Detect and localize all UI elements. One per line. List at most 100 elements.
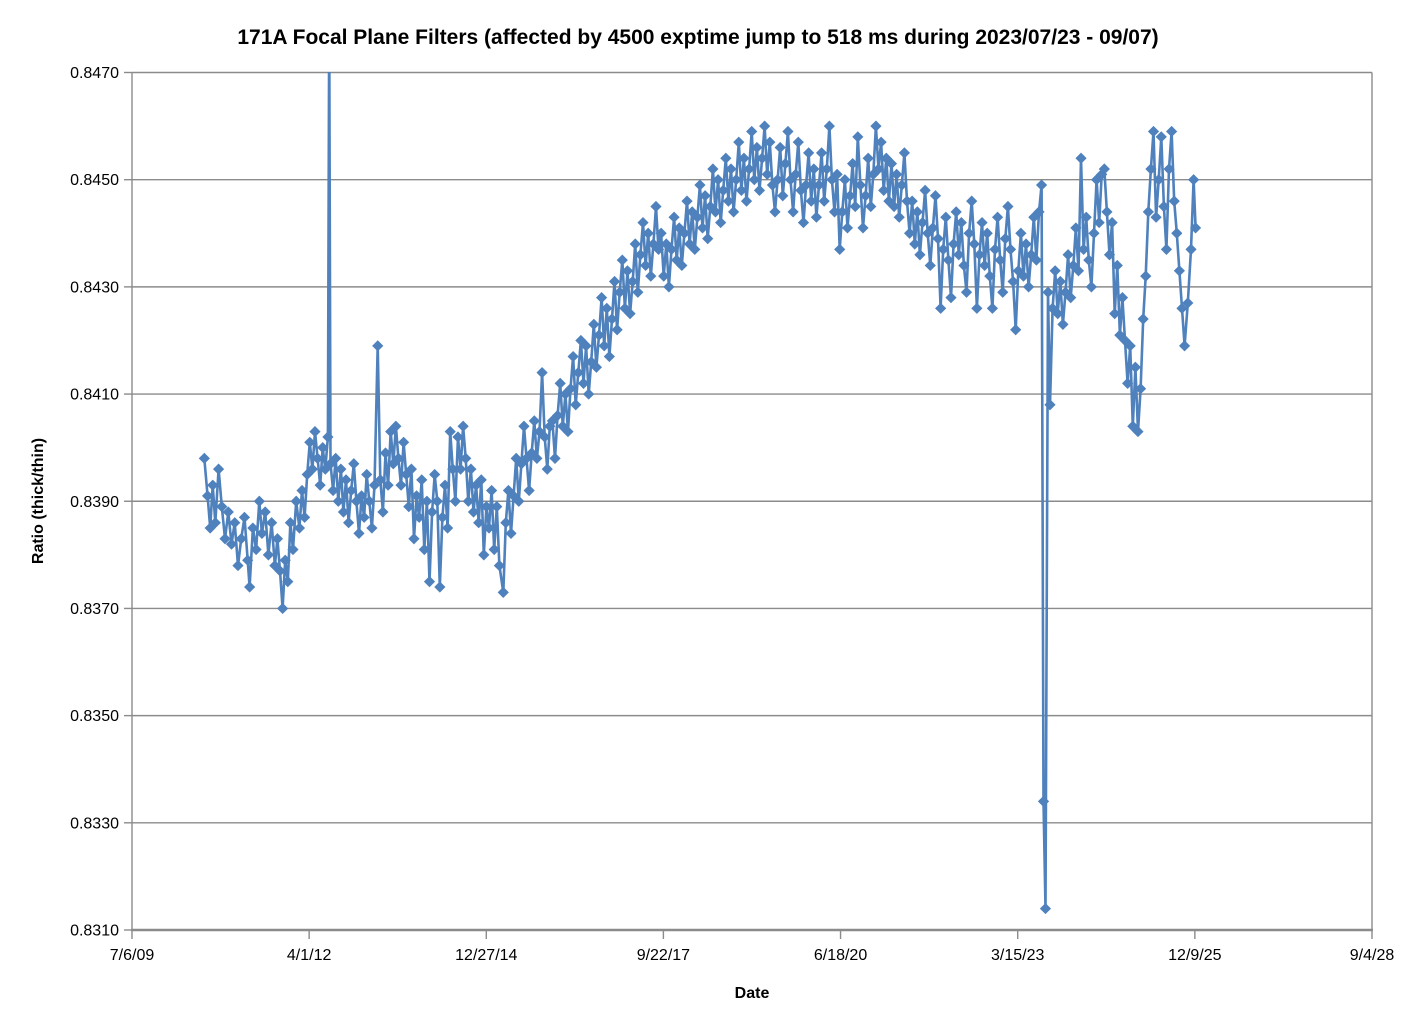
data-point-marker <box>1002 200 1014 213</box>
data-point-marker <box>756 152 768 164</box>
data-point-marker <box>1129 361 1141 373</box>
data-point-marker <box>997 286 1009 298</box>
data-point-marker <box>769 206 781 218</box>
data-line <box>203 72 1197 910</box>
data-point-marker <box>981 227 993 239</box>
data-point-marker <box>805 195 817 207</box>
data-point-marker <box>971 302 983 314</box>
data-point-marker <box>1015 227 1027 239</box>
data-point-marker <box>575 334 587 347</box>
data-point-marker <box>671 254 683 266</box>
data-point-marker <box>335 463 347 475</box>
data-point-marker <box>733 136 745 148</box>
data-point-marker <box>332 495 344 507</box>
data-point-marker <box>434 581 446 593</box>
data-point-marker <box>219 533 231 545</box>
data-point-marker <box>293 522 306 534</box>
data-point-marker <box>1178 340 1191 352</box>
data-point-marker <box>937 243 949 255</box>
data-point-marker <box>460 452 472 464</box>
data-point-marker <box>792 136 804 148</box>
data-point-marker <box>1052 308 1064 320</box>
data-point-marker <box>1142 206 1154 218</box>
data-point-marker <box>306 463 318 475</box>
data-point-marker <box>546 415 559 427</box>
data-point-marker <box>431 495 443 507</box>
data-point-marker <box>449 495 461 507</box>
data-point-marker <box>1122 377 1134 389</box>
data-point-marker <box>867 168 879 180</box>
data-point-marker <box>475 474 487 486</box>
data-point-marker <box>480 501 493 513</box>
data-point-marker <box>979 259 991 272</box>
data-point-marker <box>277 602 289 615</box>
chart-title: 171A Focal Plane Filters (affected by 45… <box>237 26 1158 49</box>
data-point-marker <box>242 554 254 566</box>
data-point-marker <box>590 361 603 373</box>
data-point-marker <box>808 163 820 175</box>
x-tick-label: 3/15/23 <box>991 947 1044 964</box>
data-point-marker <box>554 377 566 389</box>
data-point-marker <box>608 275 621 288</box>
data-point-marker <box>989 243 1001 255</box>
data-point-marker <box>927 222 939 234</box>
data-point-marker <box>940 211 952 223</box>
data-point-marker <box>256 527 268 540</box>
data-point-marker <box>403 501 415 513</box>
data-point-marker <box>541 463 553 475</box>
data-point-marker <box>212 463 225 475</box>
data-point-marker <box>746 125 758 138</box>
data-point-marker <box>614 286 626 298</box>
data-point-marker <box>442 522 454 534</box>
data-point-marker <box>958 259 970 272</box>
data-point-marker <box>676 259 688 272</box>
data-point-marker <box>478 549 490 561</box>
data-point-marker <box>991 211 1004 223</box>
data-point-marker <box>790 168 802 180</box>
data-point-marker <box>986 302 998 314</box>
data-point-marker <box>232 559 244 572</box>
data-point-marker <box>782 125 794 138</box>
data-point-marker <box>924 259 936 272</box>
data-point-marker <box>738 152 750 164</box>
data-point-marker <box>774 141 786 154</box>
data-point-marker <box>909 238 921 250</box>
data-point-marker <box>707 163 719 175</box>
data-point-marker <box>510 452 522 464</box>
data-point-marker <box>262 549 274 561</box>
data-point-marker <box>287 543 299 556</box>
data-point-marker <box>1171 227 1183 239</box>
data-point-marker <box>878 184 890 197</box>
data-point-marker <box>1085 281 1097 293</box>
data-point-marker <box>345 484 357 497</box>
data-point-marker <box>593 329 605 341</box>
data-point-marker <box>709 206 722 218</box>
data-point-marker <box>311 452 324 464</box>
data-point-marker <box>1039 902 1052 915</box>
data-point-marker <box>1037 795 1050 807</box>
data-point-marker <box>1101 206 1113 218</box>
data-point-marker <box>423 576 436 588</box>
data-point-marker <box>847 158 859 170</box>
data-point-marker <box>462 495 474 507</box>
data-point-marker <box>1098 163 1110 175</box>
data-point-marker <box>1153 174 1165 186</box>
data-point-marker <box>253 495 265 507</box>
data-point-marker <box>1140 270 1152 282</box>
data-point-marker <box>875 136 887 148</box>
data-point-marker <box>942 254 955 266</box>
data-point-marker <box>627 275 639 288</box>
data-point-marker <box>655 227 667 239</box>
data-point-marker <box>1078 243 1090 255</box>
x-tick-label: 9/22/17 <box>637 947 690 964</box>
data-point-marker <box>950 206 962 218</box>
data-point-marker <box>259 506 271 518</box>
data-point-marker <box>663 281 675 293</box>
data-point-marker <box>891 168 903 180</box>
data-point-marker <box>436 511 449 523</box>
data-point-marker <box>282 576 294 588</box>
data-point-marker <box>1083 254 1095 266</box>
data-point-marker <box>862 152 874 164</box>
data-point-marker <box>678 227 691 239</box>
